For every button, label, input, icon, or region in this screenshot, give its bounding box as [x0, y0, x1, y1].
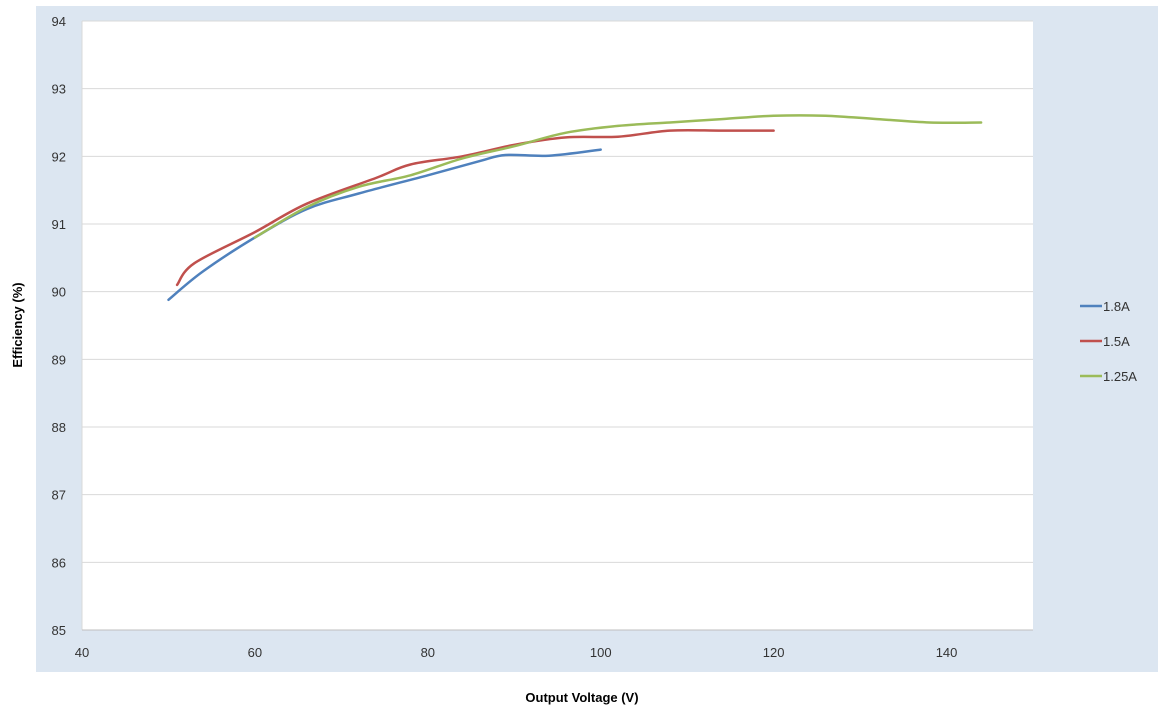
x-axis-title: Output Voltage (V)	[525, 690, 638, 705]
y-tick-label: 90	[52, 285, 66, 300]
x-tick-label: 100	[590, 645, 612, 660]
x-tick-label: 40	[75, 645, 89, 660]
y-tick-label: 88	[52, 420, 66, 435]
y-tick-label: 85	[52, 623, 66, 638]
x-tick-labels: 40 60 80 100 120 140	[75, 645, 958, 660]
x-tick-label: 120	[763, 645, 785, 660]
y-tick-label: 91	[52, 217, 66, 232]
y-tick-label: 86	[52, 555, 66, 570]
y-tick-label: 89	[52, 352, 66, 367]
legend-label-1-8a: 1.8A	[1103, 299, 1130, 314]
y-tick-label: 94	[52, 14, 66, 29]
y-tick-label: 93	[52, 82, 66, 97]
legend: 1.8A 1.5A 1.25A	[1080, 299, 1137, 384]
series-lines	[167, 114, 983, 302]
y-tick-label: 87	[52, 488, 66, 503]
y-axis-title: Efficiency (%)	[10, 282, 25, 367]
x-tick-label: 60	[248, 645, 262, 660]
x-tick-label: 80	[421, 645, 435, 660]
plot-area	[82, 21, 1033, 630]
legend-label-1-5a: 1.5A	[1103, 334, 1130, 349]
y-tick-label: 92	[52, 149, 66, 164]
legend-label-1-25a: 1.25A	[1103, 369, 1137, 384]
series-line-1-5a	[175, 128, 775, 287]
series-line-1-8a	[167, 148, 602, 302]
axes	[81, 21, 1033, 631]
y-tick-labels: 85 86 87 88 89 90 91 92 93 94	[52, 14, 66, 638]
series-line-1-25a	[253, 114, 983, 239]
grid-lines	[82, 20, 1033, 631]
x-tick-label: 140	[936, 645, 958, 660]
